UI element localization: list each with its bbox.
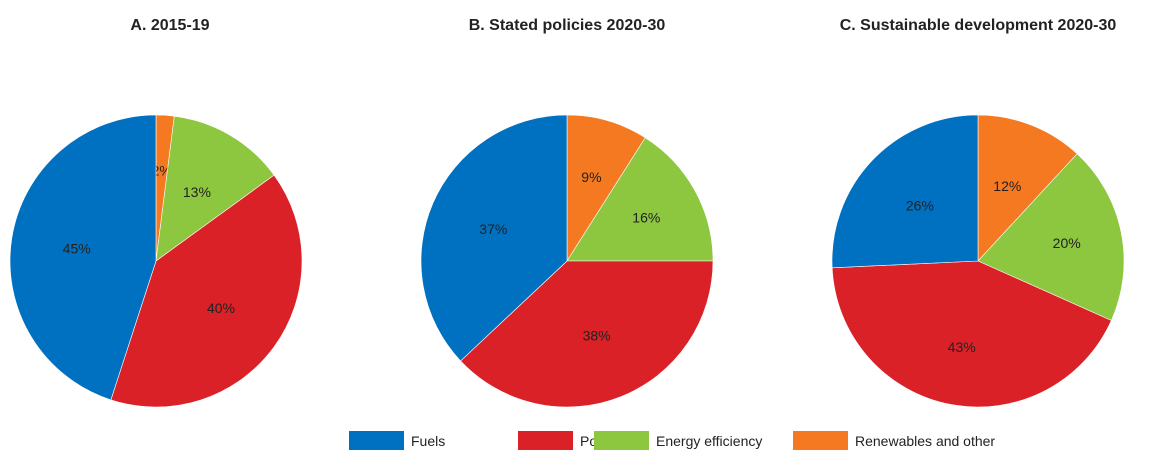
data-label-renewables-and-other: 12% [993, 178, 1021, 194]
data-label-power: 43% [948, 339, 976, 355]
legend-swatch-fuels [349, 431, 404, 450]
pie-slice-power [110, 174, 303, 408]
pie-slice-fuels [420, 114, 568, 362]
data-label-fuels: 26% [906, 198, 934, 214]
pie-slice-fuels [831, 114, 979, 269]
pie-slice-energy-efficiency [566, 137, 714, 262]
pie-slice-renewables-and-other [566, 114, 646, 263]
data-label-fuels: 45% [63, 240, 91, 256]
pie-slice-energy-efficiency [155, 115, 275, 262]
data-label-power: 38% [583, 328, 611, 344]
legend-swatch-energy-efficiency [594, 431, 649, 450]
data-label-power: 40% [207, 300, 235, 316]
legend-label-energy-efficiency: Energy efficiency [656, 433, 762, 449]
pie-slice-renewables-and-other [977, 114, 1078, 262]
pie-chart-1: A. 2015-192%13%40%45% [9, 17, 303, 408]
legend-swatch-renewables-and-other [793, 431, 848, 450]
pie-chart-2: B. Stated policies 2020-30 9% 16% 38% 37% [420, 17, 714, 408]
chart-title: B. Stated policies 2020-30 [469, 17, 666, 34]
legend-label-fuels: Fuels [411, 433, 445, 449]
legend-swatch-power [518, 431, 573, 450]
pie-slice-power [460, 260, 714, 408]
data-label-fuels: 37% [479, 221, 507, 237]
pie-slice-energy-efficiency [977, 153, 1125, 321]
pie-slice-power [831, 260, 1112, 408]
data-label-energy-efficiency: 16% [632, 209, 660, 225]
pie-slice-fuels [9, 114, 157, 401]
data-label-renewables-and-other: 9% [581, 169, 601, 185]
chart-title: C. Sustainable development 2020-30 [840, 17, 1117, 34]
data-label-energy-efficiency: 13% [183, 184, 211, 200]
pie-chart-3: C. Sustainable development 2020-30 12% 20%… [831, 17, 1125, 408]
chart-title: A. 2015-19 [130, 17, 209, 34]
legend-label-renewables-and-other: Renewables and other [855, 433, 995, 449]
data-label-energy-efficiency: 20% [1053, 235, 1081, 251]
